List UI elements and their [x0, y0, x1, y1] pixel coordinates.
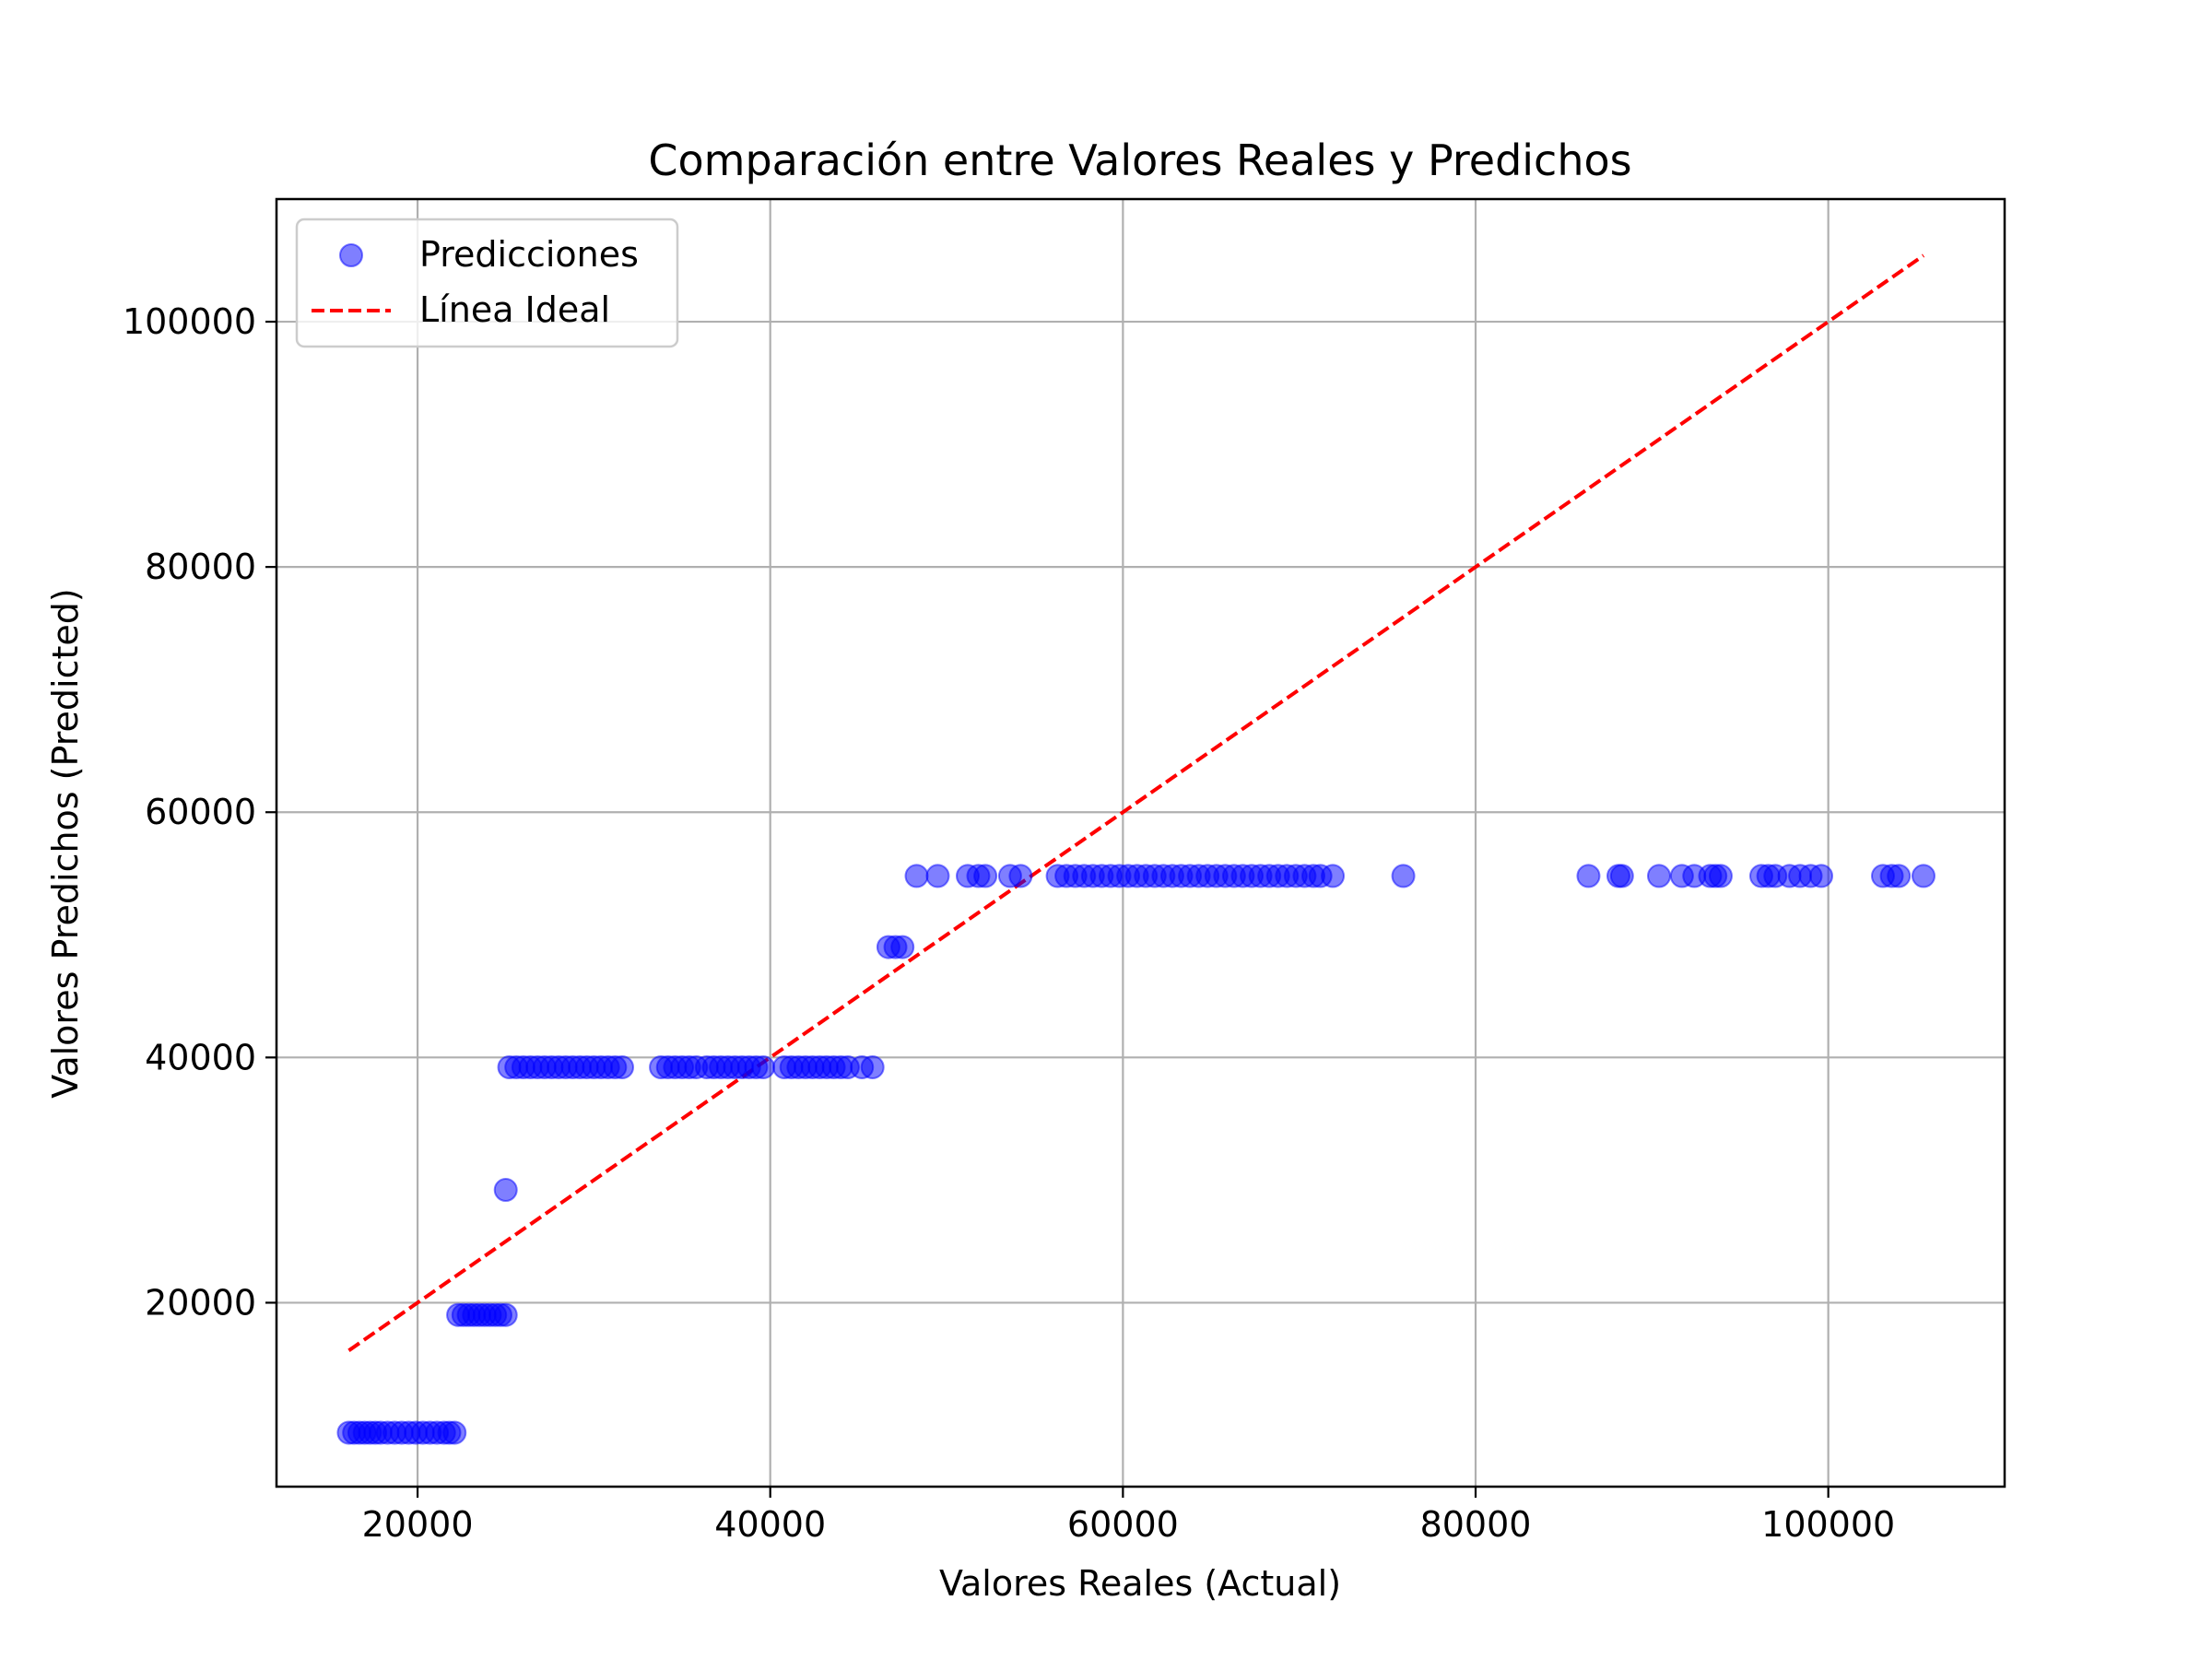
y-tick-label: 40000 — [145, 1037, 256, 1077]
scatter-point — [1576, 864, 1601, 888]
scatter-point — [1609, 864, 1634, 888]
legend-marker-predicciones — [339, 243, 363, 267]
grid-lines — [276, 199, 2005, 1487]
y-axis-ticks: 20000 40000 60000 80000 100000 — [123, 301, 276, 1323]
legend-box — [295, 218, 679, 348]
scatter-point — [1391, 864, 1416, 888]
scatter-point — [1887, 864, 1912, 888]
scatter-point — [1321, 864, 1346, 888]
x-axis-label: Valores Reales (Actual) — [939, 1563, 1341, 1604]
scatter-point — [493, 1178, 518, 1203]
ideal-line-layer — [347, 253, 1925, 1352]
scatter-point — [493, 1302, 518, 1327]
x-axis-ticks: 20000 40000 60000 80000 100000 — [362, 1487, 1895, 1545]
scatter-points — [336, 864, 1936, 1445]
x-tick-label: 60000 — [1067, 1504, 1179, 1545]
scatter-point — [890, 935, 915, 959]
scatter-point — [1708, 864, 1733, 888]
chart-title: Comparación entre Valores Reales y Predi… — [648, 135, 1631, 185]
scatter-point — [610, 1054, 634, 1079]
y-tick-label: 20000 — [145, 1282, 256, 1323]
scatter-point — [904, 864, 929, 888]
scatter-point — [925, 864, 950, 888]
scatter-point — [973, 864, 998, 888]
y-axis-label: Valores Predichos (Predicted) — [45, 588, 86, 1098]
scatter-point — [1647, 864, 1671, 888]
y-tick-label: 80000 — [145, 547, 256, 587]
y-tick-label: 60000 — [145, 792, 256, 832]
legend: Predicciones Línea Ideal — [295, 218, 679, 348]
plot-area-frame — [275, 197, 2006, 1488]
scatter-point — [1008, 864, 1033, 888]
legend-label-predicciones: Predicciones — [419, 234, 639, 275]
ideal-line — [347, 253, 1925, 1352]
x-tick-label: 80000 — [1420, 1504, 1532, 1545]
scatter-point — [751, 1054, 776, 1079]
scatter-point — [1911, 864, 1936, 888]
scatter-point — [1809, 864, 1834, 888]
scatter-point — [860, 1054, 885, 1079]
scatter-point — [442, 1420, 467, 1445]
x-tick-label: 100000 — [1761, 1504, 1895, 1545]
y-tick-label: 100000 — [123, 301, 256, 342]
legend-label-linea-ideal: Línea Ideal — [419, 289, 610, 330]
x-tick-label: 40000 — [714, 1504, 826, 1545]
x-tick-label: 20000 — [362, 1504, 474, 1545]
